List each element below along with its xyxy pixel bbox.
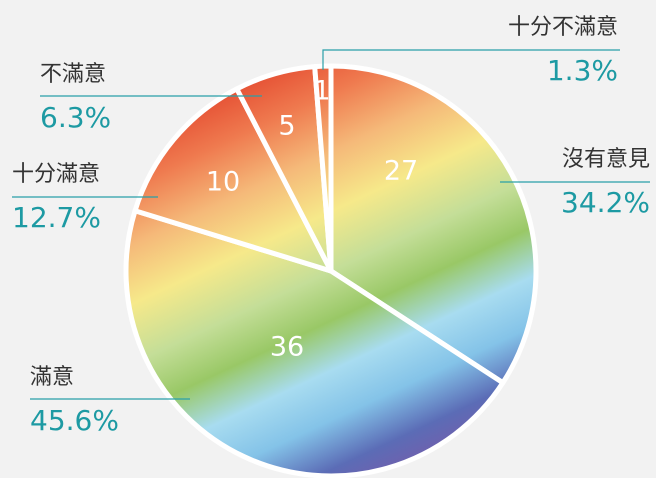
slice-value: 1 [313, 76, 330, 107]
percentage-label: 45.6% [30, 404, 119, 437]
slice-value: 27 [384, 156, 418, 187]
category-label: 沒有意見 [562, 147, 650, 172]
percentage-label: 6.3% [40, 101, 111, 134]
category-label: 十分不滿意 [508, 15, 618, 40]
category-label: 滿意 [30, 365, 74, 390]
slice-value: 10 [206, 167, 240, 198]
percentage-label: 12.7% [12, 201, 101, 234]
chart: 27 36 10 51 沒有意見 34.2% 滿意 45.6% 十分滿意 12.7% 不滿意 6.3%… [0, 0, 656, 478]
pie [124, 64, 538, 478]
slice-value: 5 [278, 111, 295, 142]
category-label: 不滿意 [40, 62, 106, 87]
category-label: 十分滿意 [12, 162, 100, 187]
slice-value: 36 [270, 332, 304, 363]
percentage-label: 1.3% [547, 54, 618, 87]
percentage-label: 34.2% [561, 186, 650, 219]
